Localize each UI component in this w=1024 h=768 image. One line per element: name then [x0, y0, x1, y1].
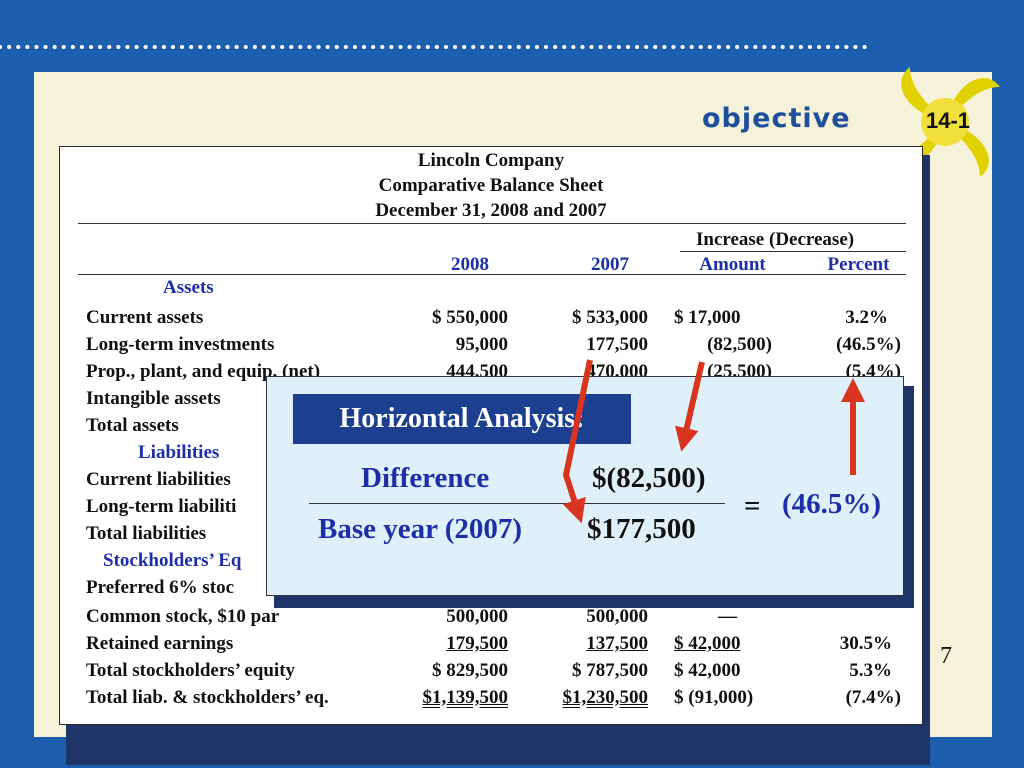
- row-label: Long-term investments: [86, 334, 275, 355]
- sheet-title-report: Comparative Balance Sheet: [378, 175, 604, 196]
- divider: [78, 274, 906, 275]
- result-value: (46.5%): [782, 488, 882, 520]
- cell-amount: $ 42,000: [674, 633, 741, 654]
- cell-percent: (46.5%): [836, 334, 901, 355]
- section-liabilities: Liabilities: [138, 442, 220, 463]
- cell-amount: $ 17,000: [674, 307, 741, 328]
- row-label: Common stock, $10 par: [86, 606, 280, 627]
- row-label: Preferred 6% stoc: [86, 577, 235, 598]
- cell-amount: —: [718, 606, 737, 627]
- cell-2008: $ 550,000: [432, 307, 508, 328]
- divider: [680, 251, 906, 252]
- row-label: Long-term liabiliti: [86, 496, 237, 517]
- dotted-rule: [0, 45, 872, 49]
- equals-sign: =: [744, 490, 761, 522]
- numerator-value: $(82,500): [592, 462, 706, 494]
- cell-2007: $1,230,500: [562, 687, 649, 708]
- column-header-2008: 2008: [451, 254, 489, 275]
- group-header: Increase (Decrease): [696, 229, 855, 250]
- cell-2007: $ 533,000: [572, 307, 648, 328]
- section-equity: Stockholders’ Eq: [103, 550, 242, 571]
- row-label: Current liabilities: [86, 469, 231, 490]
- row-label: Total liab. & stockholders’ eq.: [86, 687, 329, 708]
- cell-2008: $1,139,500: [422, 687, 509, 708]
- objective-number: 14-1: [925, 108, 971, 133]
- section-assets: Assets: [163, 277, 214, 298]
- sheet-title-date: December 31, 2008 and 2007: [375, 200, 607, 221]
- cell-percent: 3.2%: [845, 307, 888, 328]
- fraction-bar: [309, 503, 725, 504]
- cell-percent: 30.5%: [839, 633, 892, 654]
- numerator-label: Difference: [361, 462, 490, 494]
- cell-2007: 500,000: [586, 606, 648, 627]
- cell-amount: $ 42,000: [674, 660, 741, 681]
- slide-number: 7: [940, 643, 952, 669]
- row-label: Prop., plant, and equip. (net): [86, 361, 321, 382]
- denominator-value: $177,500: [587, 513, 696, 545]
- row-label: Total assets: [86, 415, 179, 436]
- column-header-percent: Percent: [827, 254, 890, 275]
- cell-percent: (7.4%): [845, 687, 901, 708]
- row-label: Retained earnings: [86, 633, 234, 654]
- cell-amount: $ (91,000): [674, 687, 754, 708]
- cell-2007: $ 787,500: [572, 660, 648, 681]
- sheet-title-company: Lincoln Company: [417, 150, 565, 171]
- cell-percent: 5.3%: [849, 660, 892, 681]
- cell-2008: 500,000: [446, 606, 508, 627]
- cell-2008: 179,500: [446, 633, 508, 654]
- cell-2008: 95,000: [455, 334, 508, 355]
- row-label: Total liabilities: [86, 523, 207, 544]
- cell-2008: $ 829,500: [432, 660, 508, 681]
- row-label: Intangible assets: [86, 388, 221, 409]
- cell-2007: 177,500: [586, 334, 648, 355]
- row-label: Total stockholders’ equity: [86, 660, 296, 681]
- denominator-label: Base year (2007): [318, 513, 523, 545]
- cell-amount: (82,500): [707, 334, 772, 355]
- column-header-amount: Amount: [699, 254, 766, 275]
- column-header-2007: 2007: [591, 254, 629, 275]
- objective-label: objective: [702, 103, 851, 134]
- cell-2007: 137,500: [586, 633, 648, 654]
- horizontal-analysis-title: Horizontal Analysis:: [293, 394, 631, 444]
- row-label: Current assets: [86, 307, 204, 328]
- divider: [78, 223, 906, 224]
